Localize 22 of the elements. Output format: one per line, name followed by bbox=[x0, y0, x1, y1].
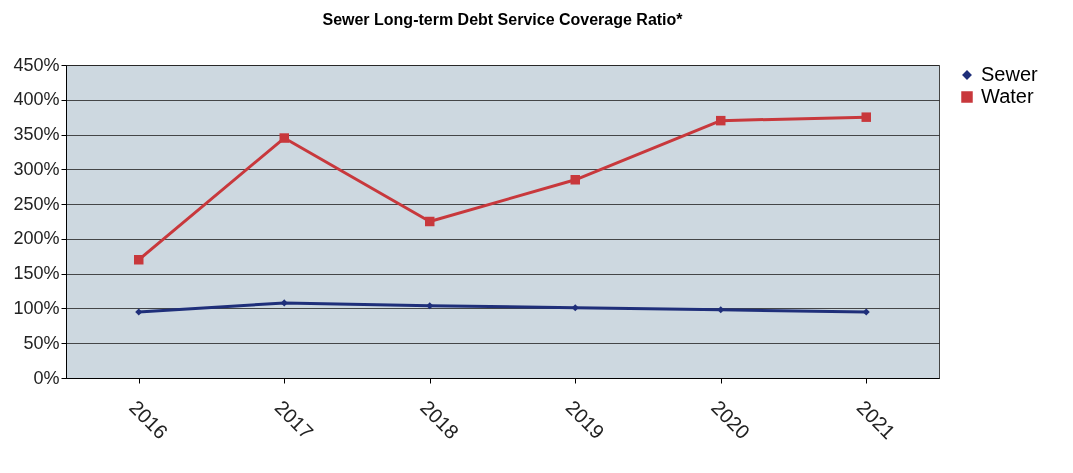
y-tick-label: 300% bbox=[13, 158, 60, 179]
point bbox=[134, 255, 144, 265]
y-tick-label: 200% bbox=[13, 228, 60, 249]
y-tick-label: 400% bbox=[13, 89, 60, 110]
y-tick-label: 350% bbox=[13, 124, 60, 145]
point bbox=[425, 216, 435, 227]
point bbox=[570, 175, 580, 185]
y-tick-label: 100% bbox=[13, 297, 60, 318]
chart-title: Sewer Long-term Debt Service Coverage Ratio* bbox=[322, 11, 684, 28]
point bbox=[280, 299, 288, 307]
y-tick-label: 250% bbox=[13, 193, 60, 214]
point bbox=[861, 112, 871, 122]
legend-label: Sewer bbox=[981, 63, 1039, 85]
point bbox=[571, 304, 579, 312]
y-tick-label: 150% bbox=[13, 263, 60, 284]
y-tick-label: 450% bbox=[13, 54, 60, 75]
y-tick-label: 50% bbox=[23, 332, 60, 353]
point bbox=[279, 133, 289, 143]
point bbox=[716, 115, 726, 126]
point bbox=[426, 302, 434, 310]
y-tick-label: 0% bbox=[33, 367, 60, 388]
legend-label: Water bbox=[981, 85, 1034, 107]
